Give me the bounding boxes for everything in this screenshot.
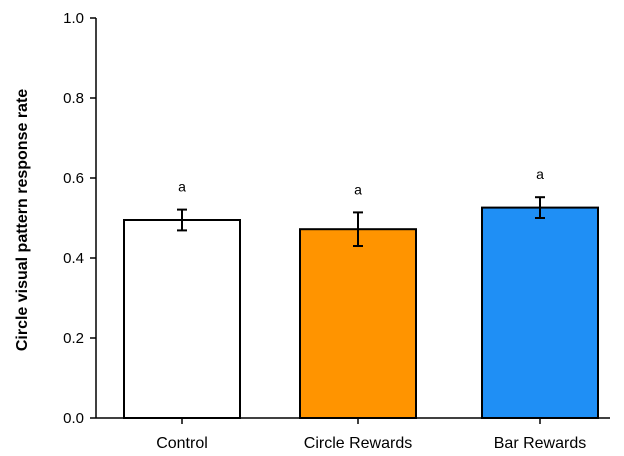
- significance-label: a: [178, 179, 186, 195]
- significance-label: a: [354, 181, 362, 197]
- significance-label: a: [536, 166, 544, 182]
- y-tick-label: 0.6: [63, 170, 84, 187]
- y-axis-label: Circle visual pattern response rate: [14, 89, 31, 351]
- x-tick-label: Circle Rewards: [304, 435, 412, 452]
- bar: [123, 219, 241, 419]
- y-tick-label: 0.0: [63, 410, 84, 427]
- bars: a aa: [123, 166, 599, 419]
- bar: [481, 206, 599, 419]
- axes: 0.0 0.2 0.4 0.6 0.8 1.0 Control Circle Rewards B…: [63, 10, 610, 452]
- y-tick-label: 1.0: [63, 10, 84, 27]
- y-tick-label: 0.4: [63, 250, 84, 267]
- x-tick-label: Bar Rewards: [494, 435, 586, 452]
- x-tick-label: Control: [156, 435, 208, 452]
- y-tick-label: 0.8: [63, 90, 84, 107]
- y-tick-label: 0.2: [63, 330, 84, 347]
- bar: [299, 228, 417, 419]
